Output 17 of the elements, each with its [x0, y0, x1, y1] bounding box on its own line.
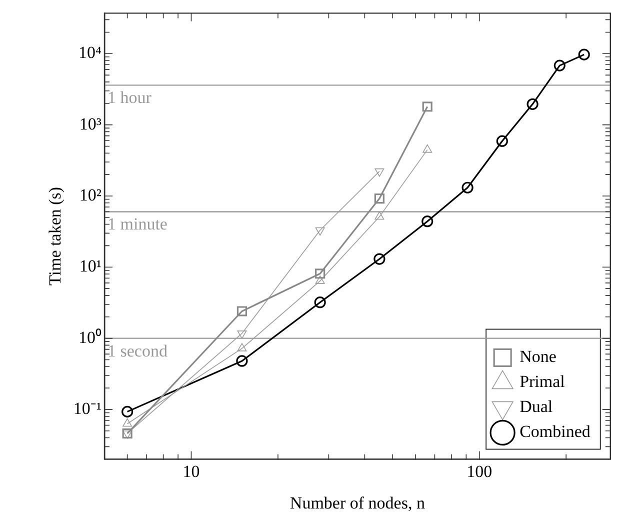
x-tick-label: 100	[466, 462, 492, 481]
y-tick-label: 10³	[79, 114, 102, 134]
y-tick-label: 10⁰	[78, 328, 102, 347]
ref-line-label: 1 second	[107, 341, 168, 360]
x-axis-title: Number of nodes, n	[290, 493, 426, 512]
ref-line-label: 1 minute	[107, 214, 168, 234]
x-tick-label: 10	[182, 462, 200, 481]
y-tick-label: 10²	[79, 185, 102, 204]
legend-label: Dual	[520, 397, 553, 416]
y-tick-label: 10⁴	[78, 43, 102, 62]
y-tick-label: 10⁻¹	[73, 398, 102, 418]
legend-label: None	[520, 347, 556, 366]
legend-label: Combined	[520, 422, 591, 442]
legend-label: Primal	[520, 372, 566, 392]
y-tick-label: 10¹	[79, 256, 102, 276]
ref-line-label: 1 hour	[107, 88, 152, 108]
y-axis-title: Time taken (s)	[46, 186, 65, 286]
